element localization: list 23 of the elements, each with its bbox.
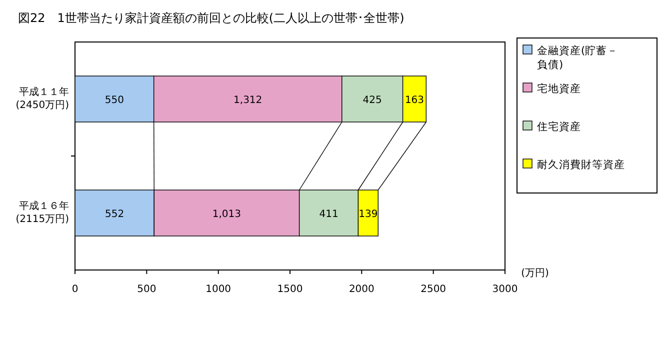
x-axis-title: (万円): [521, 268, 549, 279]
legend-label: 金融資産(貯蓄－負債): [537, 44, 618, 71]
data-label: 550: [104, 95, 124, 106]
data-label: 425: [362, 95, 382, 106]
y-tick-label: 平成１６年 (2115万円): [16, 200, 70, 225]
data-label: 139: [358, 209, 378, 220]
data-label: 1,013: [212, 209, 242, 220]
data-label: 163: [404, 95, 424, 106]
data-label: 552: [105, 209, 124, 220]
legend-label: 宅地資産: [537, 82, 581, 95]
data-label: 1,312: [234, 95, 262, 106]
chart-title: 図22 1世帯当たり家計資産額の前回との比較(二人以上の世帯･全世帯): [18, 11, 404, 25]
legend-label: 耐久消費財等資産: [537, 158, 625, 171]
x-tick-label: 0: [72, 284, 78, 295]
x-tick-label: 2500: [420, 284, 446, 295]
y-tick-label: 平成１１年 (2450万円): [16, 86, 70, 111]
legend-label: 住宅資産: [537, 120, 581, 133]
x-tick-label: 1000: [206, 284, 232, 295]
x-tick-label: 1500: [277, 284, 303, 295]
data-label: 411: [319, 209, 338, 220]
x-tick-label: 500: [137, 284, 156, 295]
x-tick-label: 2000: [348, 284, 374, 295]
x-tick-label: 3000: [492, 284, 518, 295]
